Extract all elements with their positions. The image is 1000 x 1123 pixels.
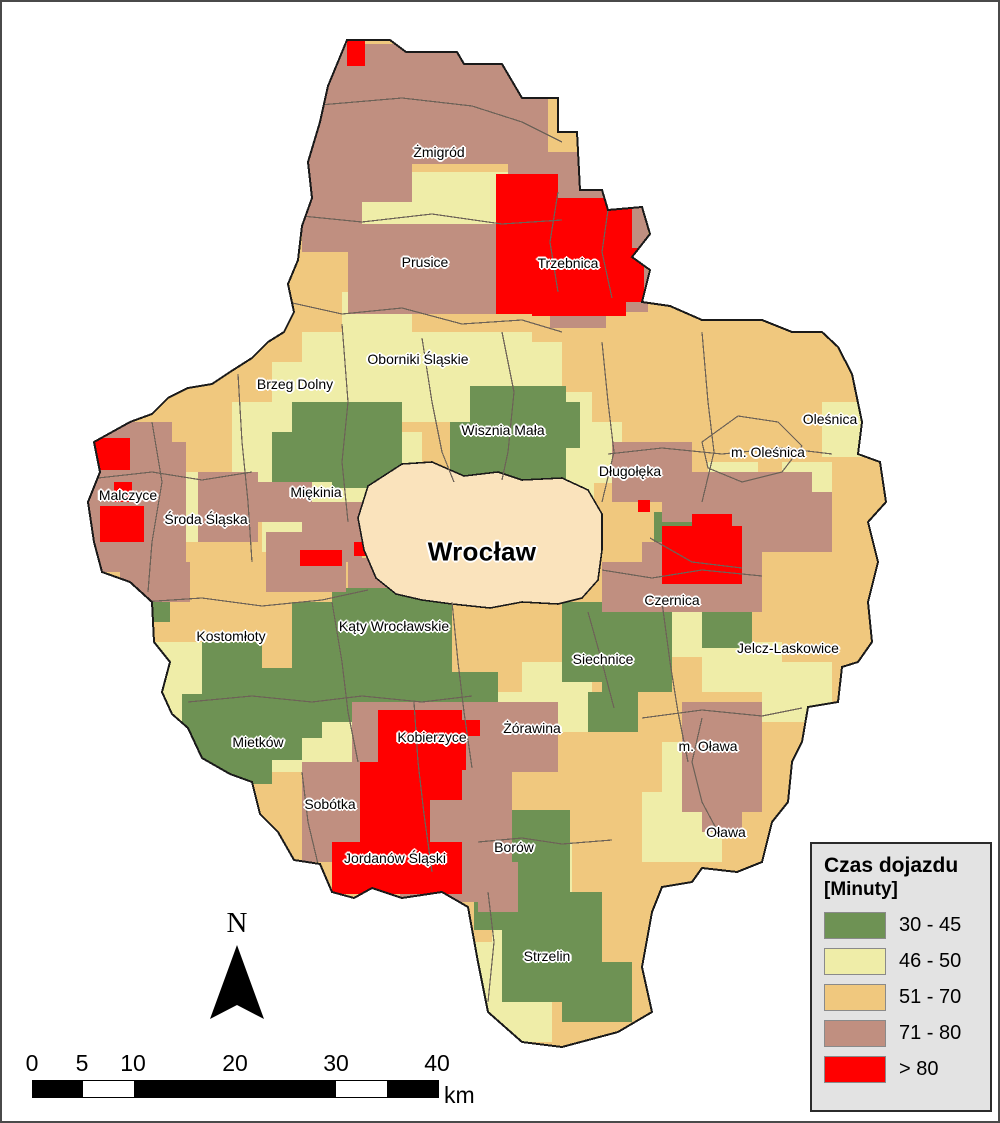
map-label-wisznia-ma-a: Wisznia Mała xyxy=(461,422,545,438)
map-label-d-ugo-ka: Długołęka xyxy=(598,463,662,479)
map-label-o-awa: Oława xyxy=(706,824,746,840)
map-label-kobierzyce: Kobierzyce xyxy=(397,729,467,745)
map-label-migr-d: Żmigród xyxy=(413,144,465,160)
scale-tick: 40 xyxy=(424,1050,450,1076)
map-label-sob-tka: Sobótka xyxy=(304,796,356,812)
legend-row: > 80 xyxy=(824,1052,982,1088)
legend-swatch xyxy=(824,984,886,1012)
legend-panel: Czas dojazdu [Minuty] 30 - 45 46 - 50 51 -… xyxy=(810,842,992,1112)
legend-title: Czas dojazdu xyxy=(824,854,959,877)
map-label-malczyce: Malczyce xyxy=(98,487,158,503)
map-label-mi-kinia: Miękinia xyxy=(290,484,342,500)
map-label-trzebnica: Trzebnica xyxy=(537,255,599,271)
north-arrow: N xyxy=(202,907,272,1022)
legend-unit: [Minuty] xyxy=(824,879,898,901)
map-label-m-o-awa: m. Oława xyxy=(678,738,738,754)
map-label-kostom-oty: Kostomłoty xyxy=(196,628,266,644)
legend-swatch xyxy=(824,912,886,940)
scale-bar: 0 5 10 20 30 40 km xyxy=(20,1050,480,1108)
scale-tick: 20 xyxy=(222,1050,248,1076)
scale-tick: 5 xyxy=(75,1050,89,1076)
legend-label: > 80 xyxy=(899,1058,939,1081)
legend-label: 30 - 45 xyxy=(899,914,962,937)
map-label-oborniki-l-skie: Oborniki Śląskie xyxy=(367,351,469,367)
legend-swatch xyxy=(824,1056,886,1084)
legend-row: 30 - 45 xyxy=(824,908,982,944)
map-label-bor-w: Borów xyxy=(494,839,534,855)
map-label-brzeg-dolny: Brzeg Dolny xyxy=(256,376,334,392)
map-label-jordan-w-l-ski: Jordanów Śląski xyxy=(344,850,446,866)
legend-row: 51 - 70 xyxy=(824,980,982,1016)
map-label-strzelin: Strzelin xyxy=(523,948,571,964)
map-label-m-ole-nica: m. Oleśnica xyxy=(731,444,805,460)
map-label-rawina: Żórawina xyxy=(503,720,561,736)
map-label-jelcz-laskowice: Jelcz-Laskowice xyxy=(737,640,839,656)
legend-row: 71 - 80 xyxy=(824,1016,982,1052)
map-label-czernica: Czernica xyxy=(644,592,700,608)
legend-swatch xyxy=(824,948,886,976)
scale-bar-unit: km xyxy=(444,1082,475,1108)
map-label-siechnice: Siechnice xyxy=(572,651,634,667)
legend-swatch xyxy=(824,1020,886,1048)
scale-bar-graphic xyxy=(32,1080,439,1098)
map-label-wroc-aw: Wrocław xyxy=(427,536,537,567)
legend-row: 46 - 50 xyxy=(824,944,982,980)
map-label-roda-l-ska: Środa Śląska xyxy=(164,511,248,527)
legend-items: 30 - 45 46 - 50 51 - 70 71 - 80 > 80 xyxy=(824,908,982,1088)
map-label-ole-nica: Oleśnica xyxy=(802,411,858,427)
map-label-prusice: Prusice xyxy=(401,254,449,270)
scale-tick: 30 xyxy=(323,1050,349,1076)
scale-tick: 0 xyxy=(25,1050,39,1076)
north-arrow-icon xyxy=(210,945,264,1019)
scale-bar-ticks: 0 5 10 20 30 40 xyxy=(20,1050,480,1078)
scale-tick: 10 xyxy=(120,1050,146,1076)
legend-label: 71 - 80 xyxy=(899,1022,962,1045)
legend-label: 51 - 70 xyxy=(899,986,962,1009)
map-label-k-ty-wroc-awskie: Kąty Wrocławskie xyxy=(338,618,450,634)
map-label-mietk-w: Mietków xyxy=(232,734,284,750)
north-letter: N xyxy=(226,907,248,939)
legend-label: 46 - 50 xyxy=(899,950,962,973)
